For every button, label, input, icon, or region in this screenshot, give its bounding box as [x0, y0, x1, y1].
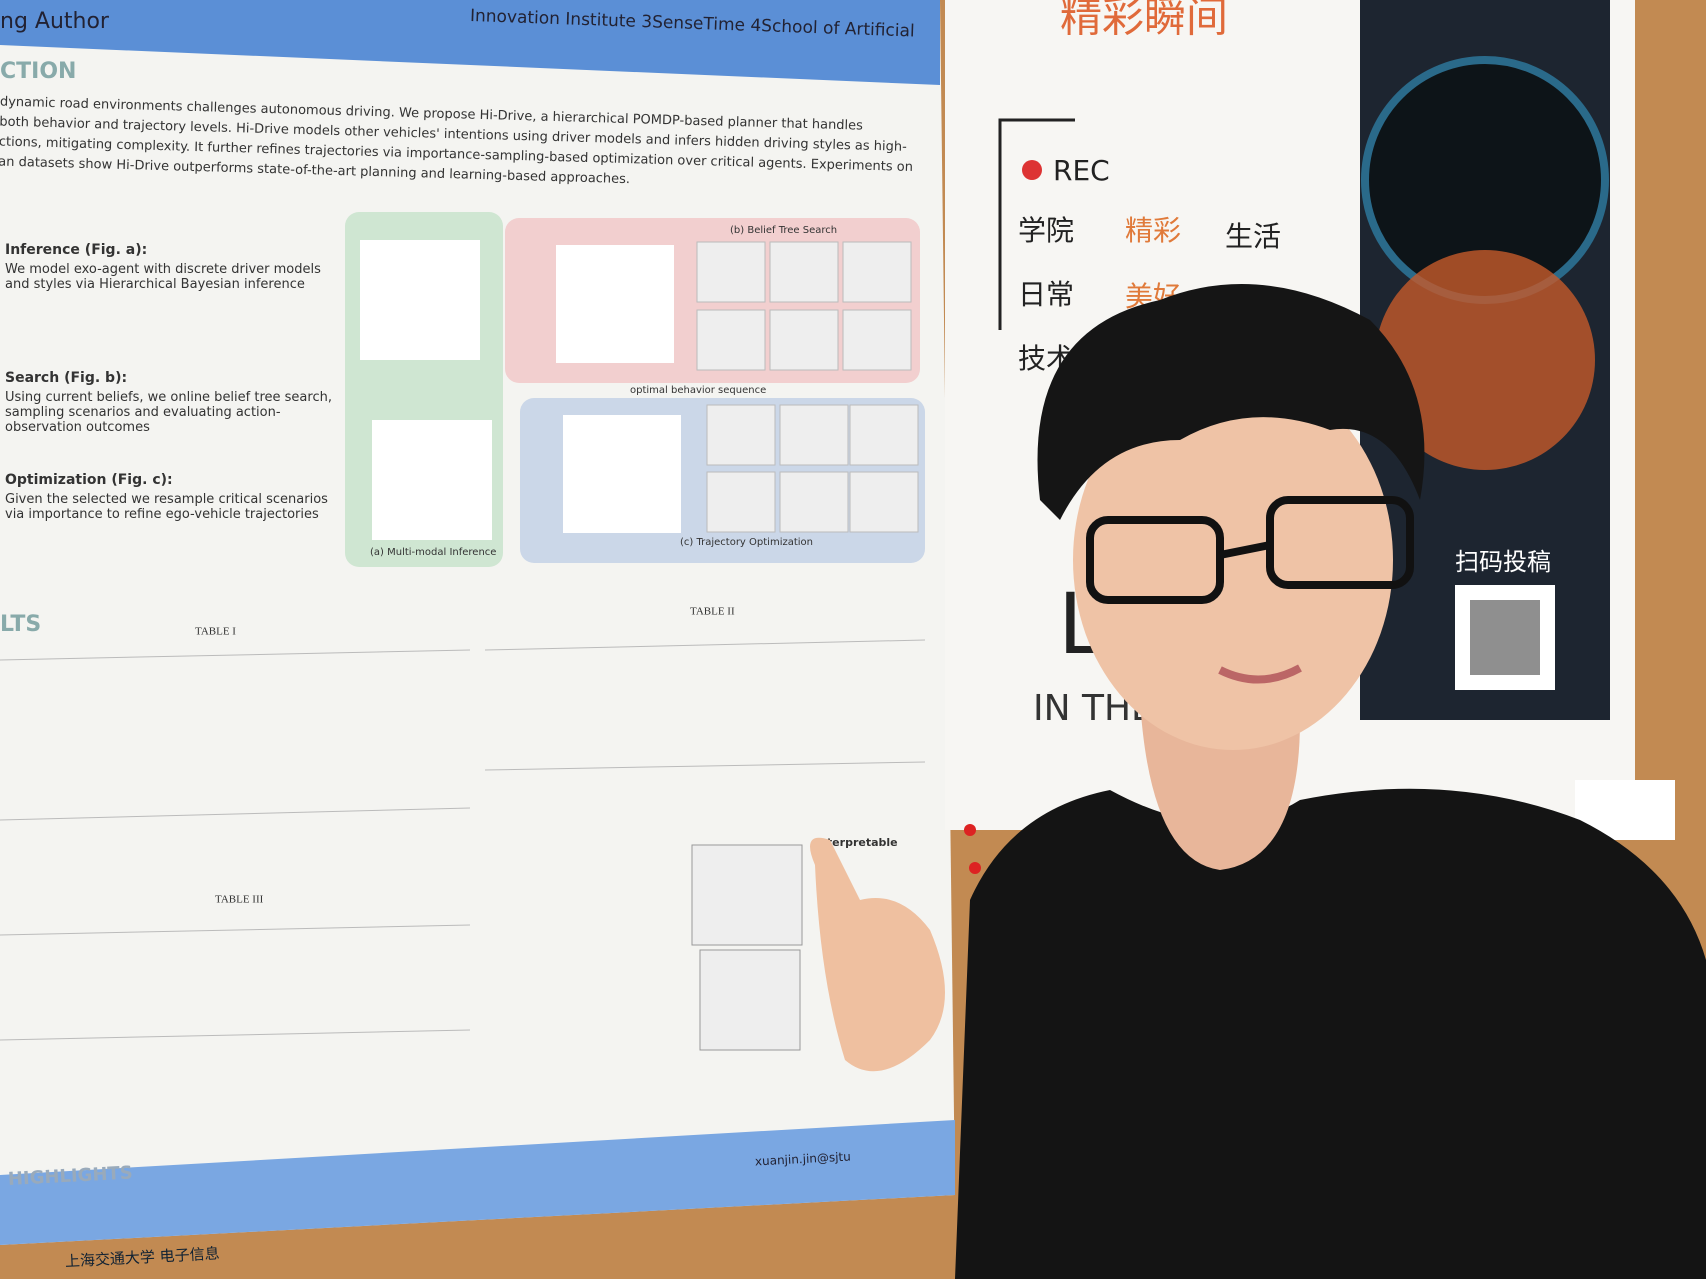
figure-label: (a) Multi-modal Inference — [370, 547, 496, 558]
slogan: 日常 — [1018, 278, 1074, 311]
section-heading: CTION — [0, 59, 76, 84]
table-title: TABLE II — [690, 606, 735, 618]
figure-thumbs — [696, 241, 919, 533]
figure-label: optimal behavior sequence — [630, 385, 766, 396]
table-rules — [0, 639, 926, 1041]
tables: TABLE I TABLE II TABLE III — [195, 606, 735, 906]
method-title: Search (Fig. b): — [5, 370, 127, 386]
label: Interpretable — [815, 836, 898, 849]
rec-dot — [1022, 160, 1042, 180]
glasses — [1086, 496, 1414, 604]
shirt — [955, 788, 1706, 1279]
figure-image — [563, 415, 681, 533]
figure-image — [699, 949, 801, 1051]
affiliation: ng Author — [0, 9, 110, 34]
slogan: 学院 — [1018, 214, 1074, 247]
method-text: Using current beliefs, we online belief … — [5, 390, 332, 435]
method-title: Inference (Fig. a): — [5, 242, 147, 258]
lens-glow — [1375, 250, 1595, 470]
rec: REC — [1053, 154, 1110, 187]
figure-image — [372, 420, 492, 540]
slogan: 精彩 — [1125, 214, 1181, 247]
method-title: Optimization (Fig. c): — [5, 472, 173, 488]
face — [1073, 370, 1393, 750]
section-heading: LTS — [0, 612, 41, 637]
table-title: TABLE III — [215, 894, 264, 906]
mouth — [1218, 664, 1302, 684]
method-text: We model exo-agent with discrete driver … — [5, 262, 321, 292]
intro: dynamic road environments challenges aut… — [0, 95, 913, 188]
pin — [964, 824, 976, 836]
scan-text: 扫码投稿 — [1455, 548, 1551, 576]
figure-image — [360, 240, 480, 360]
figure-image — [691, 844, 803, 946]
figure-image — [556, 245, 674, 363]
figure-label: (c) Trajectory Optimization — [680, 537, 813, 548]
poster-title: 精彩瞬间 — [1060, 0, 1228, 42]
poster — [0, 0, 955, 1245]
method-text: Given the selected we resample critical … — [5, 492, 328, 522]
table-title: TABLE I — [195, 626, 236, 638]
hand — [810, 837, 945, 1072]
frame — [998, 118, 1075, 330]
pin — [969, 862, 981, 874]
qr-pattern — [1470, 600, 1540, 675]
hair — [1037, 284, 1425, 520]
method: Inference (Fig. a): We model exo-agent w… — [5, 242, 332, 522]
slogan: 生活 — [1225, 220, 1281, 253]
figure-label: (b) Belief Tree Search — [730, 225, 837, 236]
email: xuanjin.jin@sjtu — [755, 1149, 852, 1168]
poster-header — [0, 0, 940, 85]
poster-footer — [0, 1120, 955, 1245]
